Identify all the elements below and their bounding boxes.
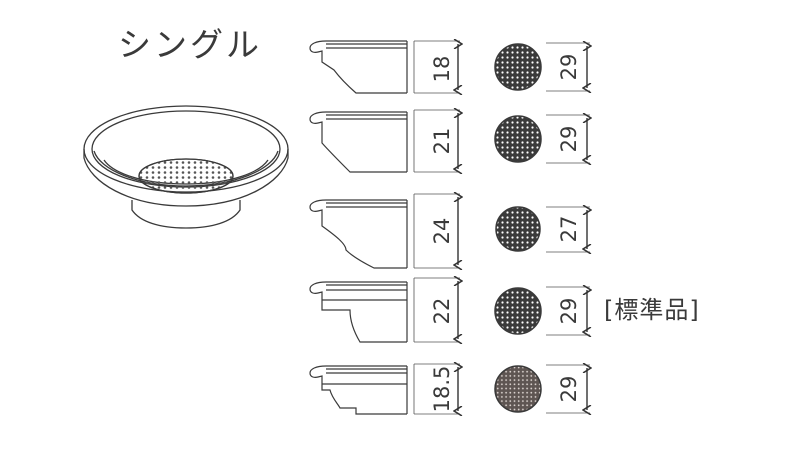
basket-row-1: 18 29 [309, 40, 590, 94]
filter-mesh-3 [495, 206, 541, 252]
depth-label-3: 24 [430, 218, 454, 245]
depth-label-5: 18.5 [430, 366, 454, 413]
depth-label-4: 22 [430, 298, 454, 325]
basket-profile-2 [309, 111, 408, 173]
basket-profile-5 [309, 365, 408, 415]
standard-product-tag: [標準品] [604, 296, 700, 324]
filter-mesh-2 [494, 115, 542, 163]
mesh-diameter-label-5: 29 [557, 376, 581, 403]
basket-profile-1 [309, 40, 408, 94]
mesh-diameter-label-1: 29 [557, 54, 581, 81]
mesh-diameter-label-3: 27 [557, 216, 581, 243]
basket-row-3: 24 27 [309, 194, 590, 269]
filter-mesh-5 [494, 365, 542, 413]
basket-illustration [83, 105, 289, 229]
filter-mesh-1 [494, 43, 542, 91]
depth-label-2: 21 [430, 128, 454, 155]
mesh-diameter-label-4: 29 [557, 298, 581, 325]
mesh-diameter-label-2: 29 [557, 126, 581, 153]
basket-row-4: 22 29 [309, 278, 590, 343]
diagram-title: シングル [118, 25, 262, 64]
basket-row-5: 18.5 29 [309, 364, 590, 415]
basket-profile-4 [309, 281, 408, 343]
basket-profile-3 [309, 199, 408, 269]
filter-mesh-4 [494, 287, 542, 335]
basket-row-2: 21 29 [309, 110, 590, 173]
depth-label-1: 18 [430, 56, 454, 83]
